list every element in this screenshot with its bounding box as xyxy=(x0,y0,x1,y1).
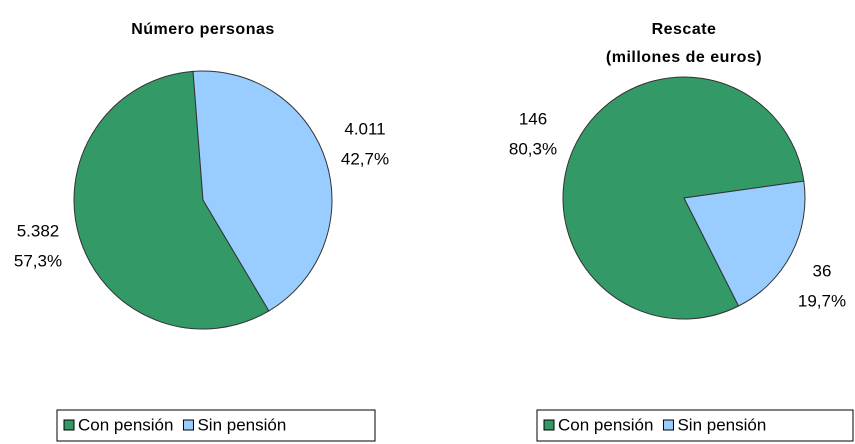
pie-slice xyxy=(562,76,805,320)
value-label: 146 xyxy=(519,109,547,128)
legend-swatch xyxy=(543,419,555,431)
legend-box xyxy=(56,409,376,442)
value-label: 36 xyxy=(813,261,832,280)
legend-box xyxy=(536,409,854,442)
percent-label: 57,3% xyxy=(14,251,62,270)
legend-label: Sin pensión xyxy=(677,415,766,434)
legend-swatch xyxy=(63,419,75,431)
legend-label: Sin pensión xyxy=(197,415,286,434)
pie-slice xyxy=(683,180,806,307)
pie-slice xyxy=(73,70,270,330)
chart-subtitle: (millones de euros) xyxy=(606,49,762,66)
value-label: 5.382 xyxy=(17,221,60,240)
value-label: 4.011 xyxy=(344,119,385,138)
chart-title: Número personas xyxy=(131,21,275,38)
legend-swatch xyxy=(182,419,194,431)
legend-swatch xyxy=(662,419,674,431)
legend-label: Con pensión xyxy=(558,415,653,434)
legend-label: Con pensión xyxy=(78,415,173,434)
percent-label: 42,7% xyxy=(341,149,389,168)
pie-slice xyxy=(192,70,333,312)
percent-label: 80,3% xyxy=(509,139,557,158)
percent-label: 19,7% xyxy=(798,291,846,310)
chart-title: Rescate xyxy=(652,21,717,38)
